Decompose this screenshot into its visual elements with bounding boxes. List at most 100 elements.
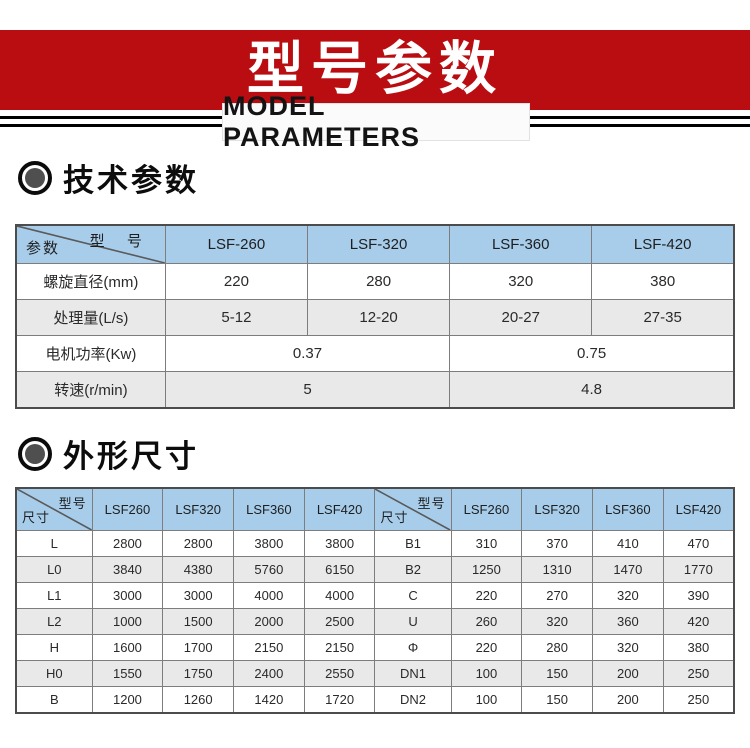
corner-bottom-label: 参数 [26,240,61,257]
cell-value: 20-27 [449,299,593,336]
diagonal-line [375,489,450,530]
column-header: LSF-320 [306,224,451,264]
cell-value: 1000 [91,608,164,635]
cell-value: 470 [662,530,735,557]
cell-value: 2800 [162,530,235,557]
cell-value: 1200 [91,686,164,714]
cell-value: 0.37 [164,335,451,372]
table-row: B 1200 1260 1420 1720 DN2 100 150 200 25… [15,686,735,714]
cell-value: 5760 [233,556,305,583]
cell-value: 5-12 [164,299,309,336]
double-rule-left [0,116,222,127]
cell-value: 2500 [303,608,376,635]
cell-value: 360 [592,608,664,635]
cell-value: 1720 [303,686,376,714]
row-label: DN1 [374,660,452,687]
circle-bullet-icon [18,160,52,195]
column-header: LSF-420 [591,224,735,264]
cell-value: 3000 [91,582,164,609]
cell-value: 3000 [162,582,235,609]
cell-value: 1750 [162,660,235,687]
cell-value: 2400 [233,660,305,687]
corner-top-label: 型号 [417,496,446,511]
cell-value: 370 [521,530,593,557]
cell-value: 4.8 [449,371,735,409]
title-banner: 型号参数 MODEL PARAMETERS [0,30,750,152]
cell-value: 3840 [91,556,164,583]
page-subtitle: MODEL PARAMETERS [222,91,530,152]
corner-top-label: 型号 [58,496,87,511]
column-header: LSF420 [662,487,735,531]
row-label: L2 [15,608,93,635]
cell-value: 220 [450,582,523,609]
column-header: LSF260 [91,487,164,531]
cell-value: 220 [164,263,309,300]
cell-value: 1770 [662,556,735,583]
cell-value: 1600 [91,634,164,661]
cell-value: 150 [521,686,593,714]
corner-header-cell: 型 号 参数 [15,224,166,264]
header-row: 型 号 参数 LSF-260 LSF-320 LSF-360 LSF-420 [15,224,735,264]
corner-bottom-label: 尺寸 [22,510,51,525]
row-label: 处理量(L/s) [15,299,166,336]
column-header: LSF320 [521,487,593,531]
section-title-tech: 技术参数 [63,163,199,198]
cell-value: 1470 [592,556,664,583]
cell-value: 1550 [91,660,164,687]
row-label: 电机功率(Kw) [15,335,166,372]
circle-bullet-dot [25,443,45,464]
column-header: LSF260 [450,487,523,531]
section-heading-tech: 技术参数 [18,155,750,200]
circle-bullet-icon [18,436,52,471]
cell-value: 320 [592,582,664,609]
table-row: H 1600 1700 2150 2150 Φ 220 280 320 380 [15,634,735,661]
cell-value: 320 [592,634,664,661]
table-row: L2 1000 1500 2000 2500 U 260 320 360 420 [15,608,735,635]
cell-value: 150 [521,660,593,687]
table-row: 转速(r/min) 5 4.8 [15,371,735,409]
table-row: 处理量(L/s) 5-12 12-20 20-27 27-35 [15,299,735,336]
corner-top-label: 型 号 [89,233,151,250]
cell-value: 2550 [303,660,376,687]
row-label: B1 [374,530,452,557]
cell-value: 5 [164,371,451,409]
cell-value: 0.75 [449,335,735,372]
column-header: LSF420 [303,487,376,531]
row-label: U [374,608,452,635]
page-title: 型号参数 [247,37,503,101]
cell-value: 2150 [233,634,305,661]
column-header: LSF320 [162,487,235,531]
cell-value: 2000 [233,608,305,635]
cell-value: 220 [450,634,523,661]
cell-value: 3800 [233,530,305,557]
cell-value: 390 [662,582,735,609]
cell-value: 250 [662,686,735,714]
cell-value: 4380 [162,556,235,583]
cell-value: 270 [521,582,593,609]
cell-value: 4000 [303,582,376,609]
dimensions-table: 型号 尺寸 LSF260 LSF320 LSF360 LSF420 型号 尺寸 … [15,487,735,714]
corner-header-cell: 型号 尺寸 [15,487,93,531]
cell-value: 1420 [233,686,305,714]
row-label: B [15,686,93,714]
row-label: L1 [15,582,93,609]
row-label: Φ [374,634,452,661]
cell-value: 320 [449,263,593,300]
table-row: 电机功率(Kw) 0.37 0.75 [15,335,735,372]
row-label: H [15,634,93,661]
cell-value: 2150 [303,634,376,661]
corner-header-cell: 型号 尺寸 [374,487,452,531]
table-row: 螺旋直径(mm) 220 280 320 380 [15,263,735,300]
diagonal-line [17,226,165,263]
cell-value: 320 [521,608,593,635]
cell-value: 420 [662,608,735,635]
cell-value: 280 [521,634,593,661]
table-row: L1 3000 3000 4000 4000 C 220 270 320 390 [15,582,735,609]
cell-value: 200 [592,660,664,687]
row-label: 螺旋直径(mm) [15,263,166,300]
row-label: L [15,530,93,557]
table-row: H0 1550 1750 2400 2550 DN1 100 150 200 2… [15,660,735,687]
cell-value: 4000 [233,582,305,609]
cell-value: 12-20 [306,299,451,336]
cell-value: 250 [662,660,735,687]
